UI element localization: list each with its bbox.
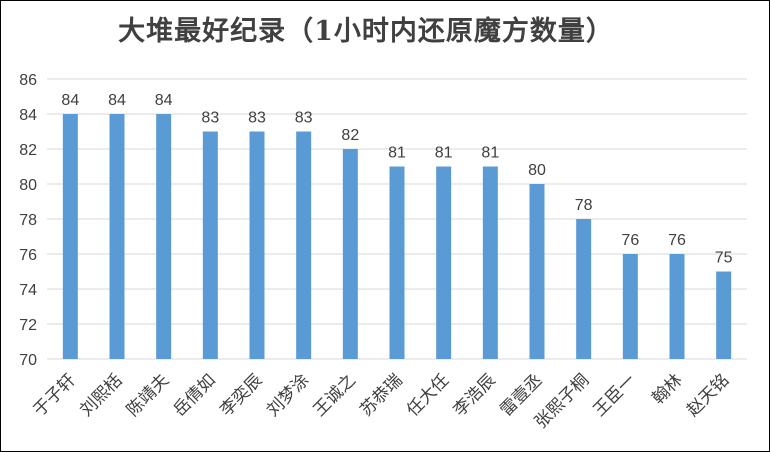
y-tick-label: 74 bbox=[19, 282, 37, 299]
bar bbox=[436, 166, 452, 359]
bar bbox=[296, 131, 312, 359]
data-label: 76 bbox=[668, 232, 686, 249]
x-tick-label: 李浩辰 bbox=[450, 370, 500, 420]
x-tick-label: 王臣一 bbox=[590, 370, 640, 420]
bar bbox=[716, 271, 732, 359]
x-tick-label: 翰林 bbox=[648, 370, 686, 408]
y-tick-label: 86 bbox=[19, 72, 37, 89]
bar bbox=[109, 114, 125, 359]
x-tick-label: 赵天铭 bbox=[683, 370, 733, 420]
bar bbox=[249, 131, 265, 359]
bar bbox=[389, 166, 405, 359]
bar bbox=[342, 149, 358, 359]
x-tick-label: 苏恭瑞 bbox=[356, 370, 406, 420]
data-label: 75 bbox=[715, 250, 733, 267]
data-label: 81 bbox=[435, 145, 453, 162]
data-label: 84 bbox=[155, 92, 173, 109]
bar bbox=[482, 166, 498, 359]
y-tick-label: 72 bbox=[19, 317, 37, 334]
data-label: 82 bbox=[341, 127, 359, 144]
x-tick-label: 岳倩如 bbox=[170, 370, 220, 420]
data-label: 81 bbox=[481, 145, 499, 162]
y-tick-label: 80 bbox=[19, 177, 37, 194]
x-tick-label: 李奕辰 bbox=[216, 370, 266, 420]
data-label: 83 bbox=[248, 110, 266, 127]
y-tick-label: 82 bbox=[19, 142, 37, 159]
bar bbox=[669, 254, 685, 359]
data-label: 83 bbox=[295, 110, 313, 127]
data-label: 81 bbox=[388, 145, 406, 162]
x-tick-label: 刘梦涂 bbox=[263, 370, 313, 420]
y-tick-label: 76 bbox=[19, 247, 37, 264]
bar bbox=[622, 254, 638, 359]
bar bbox=[202, 131, 218, 359]
data-label: 78 bbox=[575, 197, 593, 214]
data-label: 76 bbox=[621, 232, 639, 249]
y-tick-label: 70 bbox=[19, 352, 37, 369]
bar bbox=[156, 114, 172, 359]
x-tick-label: 于子轩 bbox=[30, 370, 80, 420]
bar bbox=[62, 114, 78, 359]
bar bbox=[529, 184, 545, 359]
data-label: 83 bbox=[201, 110, 219, 127]
x-tick-label: 刘熙栝 bbox=[76, 370, 126, 420]
data-label: 84 bbox=[61, 92, 79, 109]
data-label: 84 bbox=[108, 92, 126, 109]
x-tick-label: 陈靖夫 bbox=[123, 370, 173, 420]
x-tick-label: 王诚之 bbox=[310, 370, 360, 420]
x-tick-label: 任大任 bbox=[403, 370, 453, 420]
data-label: 80 bbox=[528, 162, 546, 179]
y-tick-label: 78 bbox=[19, 212, 37, 229]
chart-title: 大堆最好纪录（1小时内还原魔方数量） bbox=[118, 16, 614, 47]
bar bbox=[576, 219, 592, 359]
y-tick-label: 84 bbox=[19, 107, 37, 124]
